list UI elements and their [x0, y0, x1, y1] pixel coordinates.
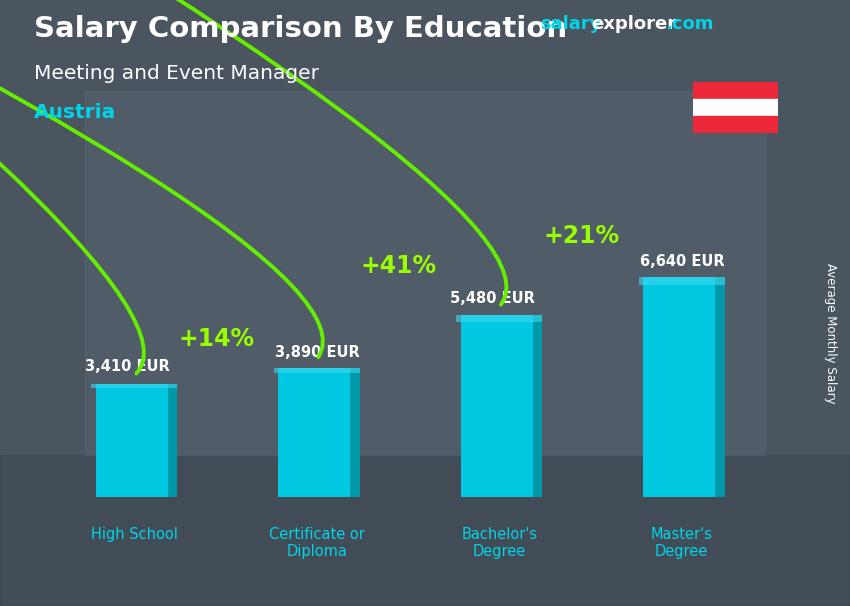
Text: +21%: +21%: [543, 224, 620, 248]
Text: Average Monthly Salary: Average Monthly Salary: [824, 263, 837, 404]
Bar: [643, 277, 720, 497]
Bar: [456, 315, 542, 322]
Bar: [693, 82, 778, 99]
Text: Bachelor's
Degree: Bachelor's Degree: [462, 527, 537, 559]
Text: explorer: explorer: [591, 15, 676, 33]
Bar: [0, 454, 850, 606]
Text: 6,640 EUR: 6,640 EUR: [640, 254, 724, 269]
Bar: [168, 384, 178, 497]
Text: High School: High School: [91, 527, 178, 542]
Text: 5,480 EUR: 5,480 EUR: [450, 291, 535, 306]
Bar: [461, 315, 537, 497]
Text: 3,890 EUR: 3,890 EUR: [275, 345, 360, 359]
Text: Certificate or
Diploma: Certificate or Diploma: [269, 527, 365, 559]
Bar: [693, 99, 778, 116]
Bar: [350, 368, 360, 497]
Text: 3,410 EUR: 3,410 EUR: [85, 359, 170, 374]
Text: salary: salary: [540, 15, 601, 33]
Text: +41%: +41%: [360, 255, 437, 278]
Text: Salary Comparison By Education: Salary Comparison By Education: [34, 15, 567, 43]
Text: +14%: +14%: [178, 327, 254, 351]
Bar: [638, 277, 724, 285]
Text: Austria: Austria: [34, 103, 116, 122]
Bar: [716, 277, 724, 497]
Bar: [85, 91, 765, 454]
Bar: [96, 384, 173, 497]
Text: Master's
Degree: Master's Degree: [651, 527, 712, 559]
Bar: [274, 368, 360, 373]
Text: .com: .com: [665, 15, 713, 33]
Text: Meeting and Event Manager: Meeting and Event Manager: [34, 64, 319, 82]
Bar: [693, 116, 778, 133]
Bar: [533, 315, 542, 497]
Bar: [92, 384, 178, 388]
Bar: [279, 368, 355, 497]
